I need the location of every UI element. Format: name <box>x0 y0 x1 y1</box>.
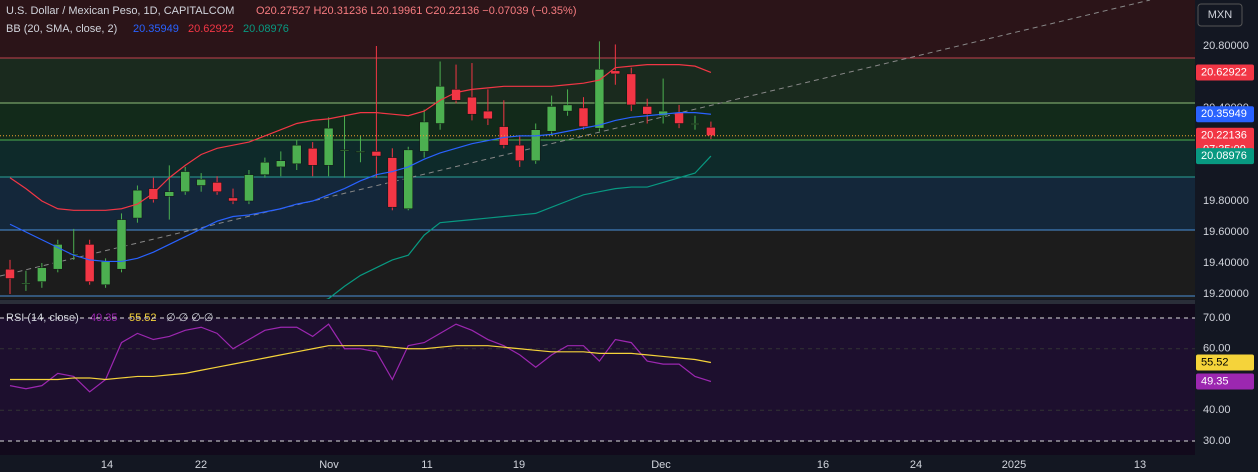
y-tick-label: 30.00 <box>1203 435 1231 447</box>
candle-body <box>403 149 413 210</box>
y-tick-label: 19.60000 <box>1203 226 1249 238</box>
candle-body <box>610 70 621 75</box>
price-tag-label: 20.62922 <box>1201 66 1247 78</box>
candle-body <box>196 179 206 186</box>
candle-body <box>562 104 573 112</box>
candle-body <box>355 151 366 153</box>
candle-body <box>100 261 111 285</box>
y-tick-label: 40.00 <box>1203 404 1231 416</box>
candle-body <box>291 144 302 165</box>
rsi-band <box>0 318 1195 441</box>
candle-body <box>530 129 541 161</box>
price-tag-label: 20.22136 <box>1201 130 1247 142</box>
candle-body <box>37 267 47 282</box>
bb-value: 20.35949 <box>133 23 179 35</box>
zone <box>0 140 1195 177</box>
x-tick-label: 11 <box>421 459 432 471</box>
candle-body <box>21 282 31 285</box>
price-tag-label: 55.52 <box>1201 356 1229 368</box>
candle-body <box>339 149 350 152</box>
y-tick-label: 60.00 <box>1203 343 1231 355</box>
series-line <box>9 63 712 211</box>
price-tag <box>1196 148 1254 165</box>
candle-body <box>674 112 684 124</box>
candle-body <box>371 151 382 157</box>
candle-body <box>180 171 190 192</box>
x-tick-label: Dec <box>651 459 671 471</box>
candle-body <box>483 110 493 120</box>
price-tag <box>1196 373 1254 390</box>
x-tick-label: 13 <box>1134 459 1146 471</box>
x-tick-label: 2025 <box>1002 459 1026 471</box>
candle-body <box>451 89 461 101</box>
x-tick-label: Nov <box>319 459 339 471</box>
zone <box>0 177 1195 230</box>
candle-body <box>515 144 525 161</box>
price-tag <box>1196 354 1254 371</box>
series-line <box>326 155 712 299</box>
candle-body <box>148 188 159 200</box>
x-tick-label: 22 <box>195 459 207 471</box>
x-tick-label: 24 <box>910 459 922 471</box>
candle-body <box>642 106 652 115</box>
candle-body <box>690 123 700 125</box>
candle-body <box>228 197 238 202</box>
x-tick-label: 19 <box>513 459 525 471</box>
candle-body <box>116 219 127 270</box>
series-line <box>9 323 712 393</box>
candle-body <box>53 244 63 270</box>
x-tick-label: 16 <box>817 459 829 471</box>
price-tag <box>1196 106 1254 123</box>
trend-line <box>0 0 1151 277</box>
y-tick-label: 19.20000 <box>1203 288 1249 300</box>
series-line <box>9 112 711 263</box>
currency-box[interactable] <box>1197 3 1243 27</box>
candle-body <box>419 121 429 152</box>
bb-title: BB (20, SMA, close, 2) <box>6 23 117 35</box>
candle-body <box>164 191 175 197</box>
bb-value: 20.08976 <box>243 23 289 35</box>
price-tag-label: 20.08976 <box>1201 150 1247 162</box>
candle-body <box>84 244 95 282</box>
series-line <box>10 345 712 381</box>
candle-body <box>387 157 398 208</box>
rsi-extra: ∅ ∅ ∅ ∅ <box>166 312 214 324</box>
candle-body <box>435 86 445 124</box>
y-tick-label: 20.80000 <box>1203 40 1249 52</box>
candle-body <box>594 69 605 129</box>
currency: MXN <box>1208 9 1233 21</box>
candle-body <box>307 148 318 166</box>
x-tick-label: 14 <box>101 459 113 471</box>
y-tick-label: 19.40000 <box>1203 257 1249 269</box>
candle-body <box>578 107 589 127</box>
y-tick-label: 19.80000 <box>1203 195 1249 207</box>
candle-body <box>323 127 334 166</box>
price-tag-label: 49.35 <box>1201 375 1229 387</box>
symbol: U.S. Dollar / Mexican Peso, 1D, CAPITALC… <box>6 5 234 17</box>
candle-body <box>467 96 477 115</box>
candle-body <box>5 268 15 279</box>
candle-body <box>276 160 286 168</box>
candle-body <box>260 162 270 175</box>
price-tag-label: 20.35949 <box>1201 108 1247 120</box>
candle-body <box>706 127 716 136</box>
price-tag <box>1196 64 1254 81</box>
candle-body <box>244 174 254 202</box>
zone <box>0 0 1195 58</box>
bb-value: 20.62922 <box>188 23 234 35</box>
ohlc: O20.27527 H20.31236 L20.19961 C20.22136 … <box>256 5 577 17</box>
y-tick-label: 70.00 <box>1203 312 1231 324</box>
candle-body <box>546 106 557 132</box>
pane-separator <box>0 300 1195 304</box>
candle-body <box>626 73 637 106</box>
rsi-value: 49.35 <box>90 312 118 324</box>
candle-body <box>212 182 222 192</box>
candle-body <box>499 126 509 146</box>
rsi-value: 55.52 <box>129 312 157 324</box>
